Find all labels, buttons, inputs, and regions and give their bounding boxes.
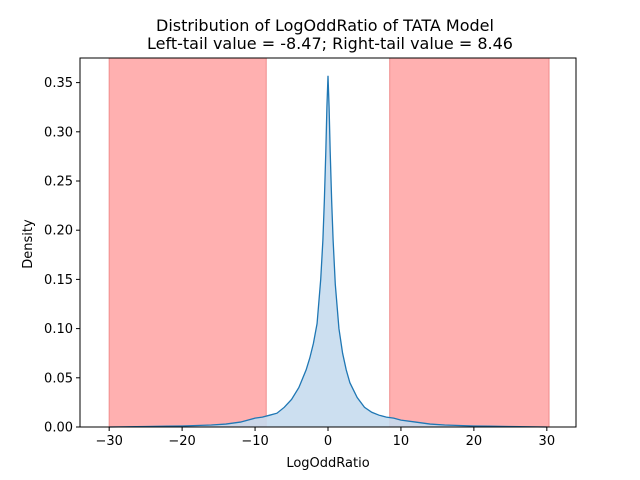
y-tick-label: 0.35 [44,76,73,91]
density-line [109,75,547,428]
left-tail-region [108,57,267,428]
chart-title: Distribution of LogOddRatio of TATA Mode… [156,16,494,35]
y-tick-label: 0.05 [44,371,73,386]
y-tick-label: 0.20 [44,224,73,239]
right-tail-region [389,57,550,428]
density-area-fill [109,75,547,428]
x-tick-label: −10 [241,434,268,449]
x-tick-label: 30 [539,434,556,449]
y-tick-label: 0.25 [44,175,73,190]
x-tick-label: 20 [466,434,483,449]
x-axis-label: LogOddRatio [286,456,369,471]
x-tick-label: 10 [393,434,410,449]
y-tick-label: 0.30 [44,125,73,140]
y-axis-label: Density [21,219,36,269]
x-tick-label: 0 [324,434,332,449]
chart-subtitle: Left-tail value = -8.47; Right-tail valu… [147,34,513,53]
y-tick-label: 0.10 [44,322,73,337]
x-tick-label: −30 [95,434,122,449]
x-tick-label: −20 [168,434,195,449]
y-tick-label: 0.15 [44,273,73,288]
plot-area: −30 −20 −10 0 10 20 30 0.00 0.05 0.10 0.15 0.20 0.25… [44,57,577,449]
y-tick-label: 0.00 [44,421,73,436]
